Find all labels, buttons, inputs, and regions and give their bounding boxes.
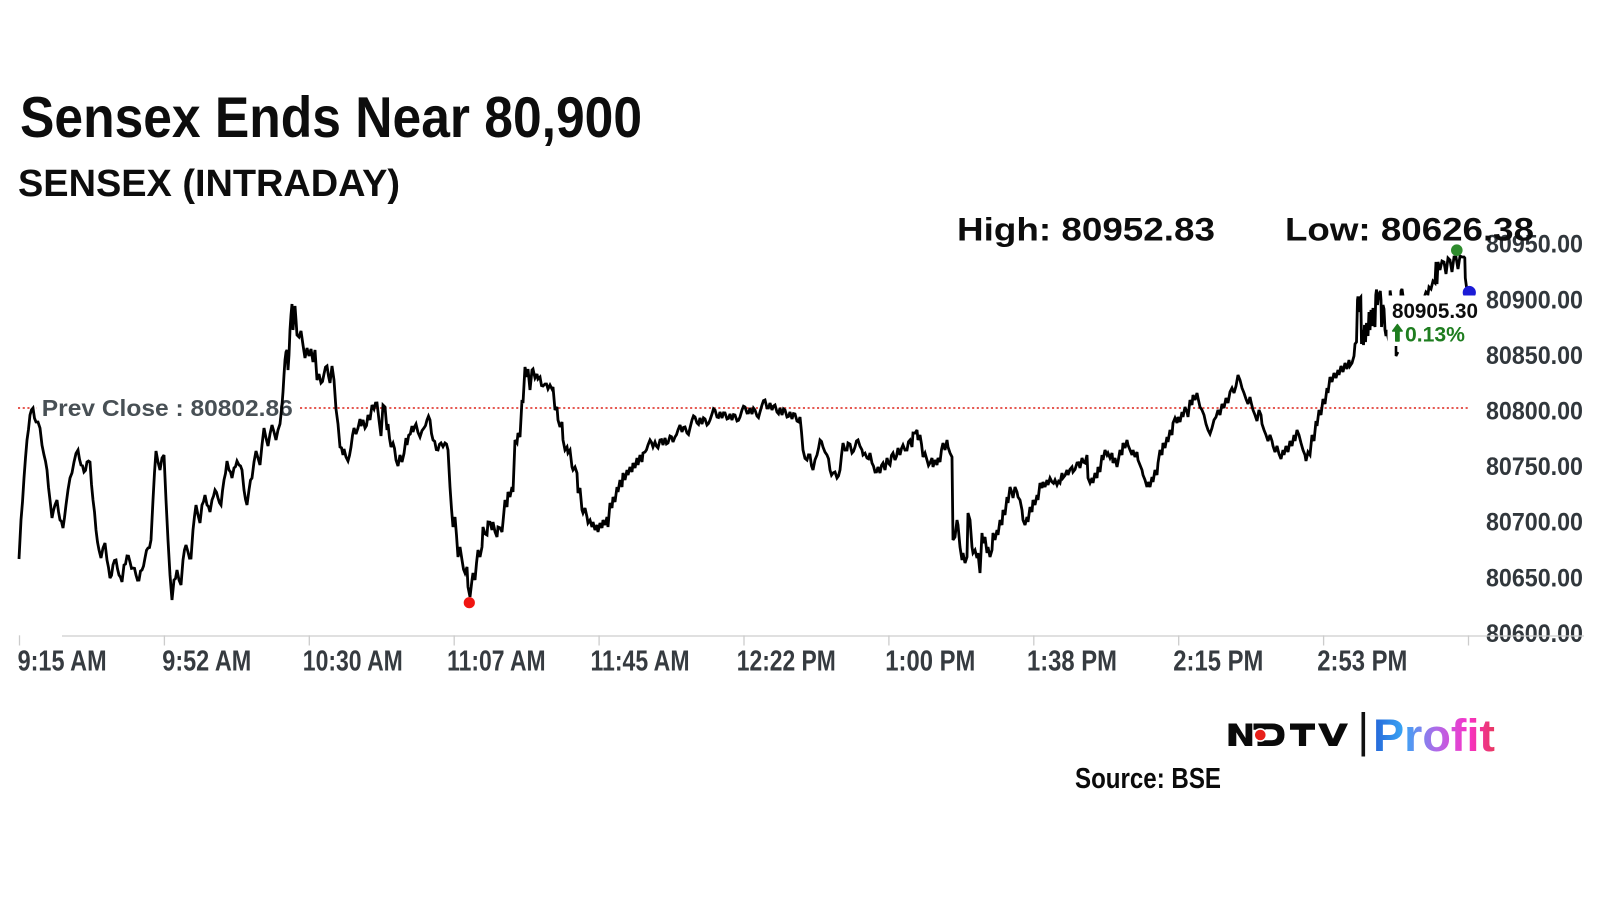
svg-text:1:38 PM: 1:38 PM [1027,645,1117,677]
svg-text:12:22 PM: 12:22 PM [737,645,836,677]
svg-text:Sensex Ends Near 80,900: Sensex Ends Near 80,900 [20,86,642,150]
svg-text:80850.00: 80850.00 [1486,343,1583,370]
svg-text:80900.00: 80900.00 [1486,287,1583,314]
svg-text:Prev Close : 80802.86: Prev Close : 80802.86 [42,395,293,421]
svg-text:9:15 AM: 9:15 AM [18,645,107,677]
svg-text:80750.00: 80750.00 [1486,454,1583,481]
svg-text:Source: BSE: Source: BSE [1075,763,1221,795]
svg-text:11:45 AM: 11:45 AM [591,645,690,677]
svg-text:Profit: Profit [1373,710,1495,761]
svg-text:9:52 AM: 9:52 AM [162,645,251,677]
svg-text:80905.30: 80905.30 [1392,299,1478,323]
svg-text:80600.00: 80600.00 [1486,621,1583,648]
svg-text:2:53 PM: 2:53 PM [1317,645,1407,677]
svg-text:11:07 AM: 11:07 AM [447,645,545,677]
svg-text:80700.00: 80700.00 [1486,510,1583,537]
svg-text:High: 80952.83: High: 80952.83 [957,211,1215,248]
svg-text:80800.00: 80800.00 [1486,399,1583,426]
svg-text:SENSEX (INTRADAY): SENSEX (INTRADAY) [18,162,400,205]
svg-text:0.13%: 0.13% [1405,323,1465,347]
svg-text:80650.00: 80650.00 [1486,565,1583,592]
svg-text:1:00 PM: 1:00 PM [885,645,975,677]
svg-text:10:30 AM: 10:30 AM [303,645,403,677]
svg-text:2:15 PM: 2:15 PM [1173,645,1263,677]
svg-text:80950.00: 80950.00 [1486,232,1583,259]
svg-text:Low: 80626.38: Low: 80626.38 [1285,211,1534,248]
